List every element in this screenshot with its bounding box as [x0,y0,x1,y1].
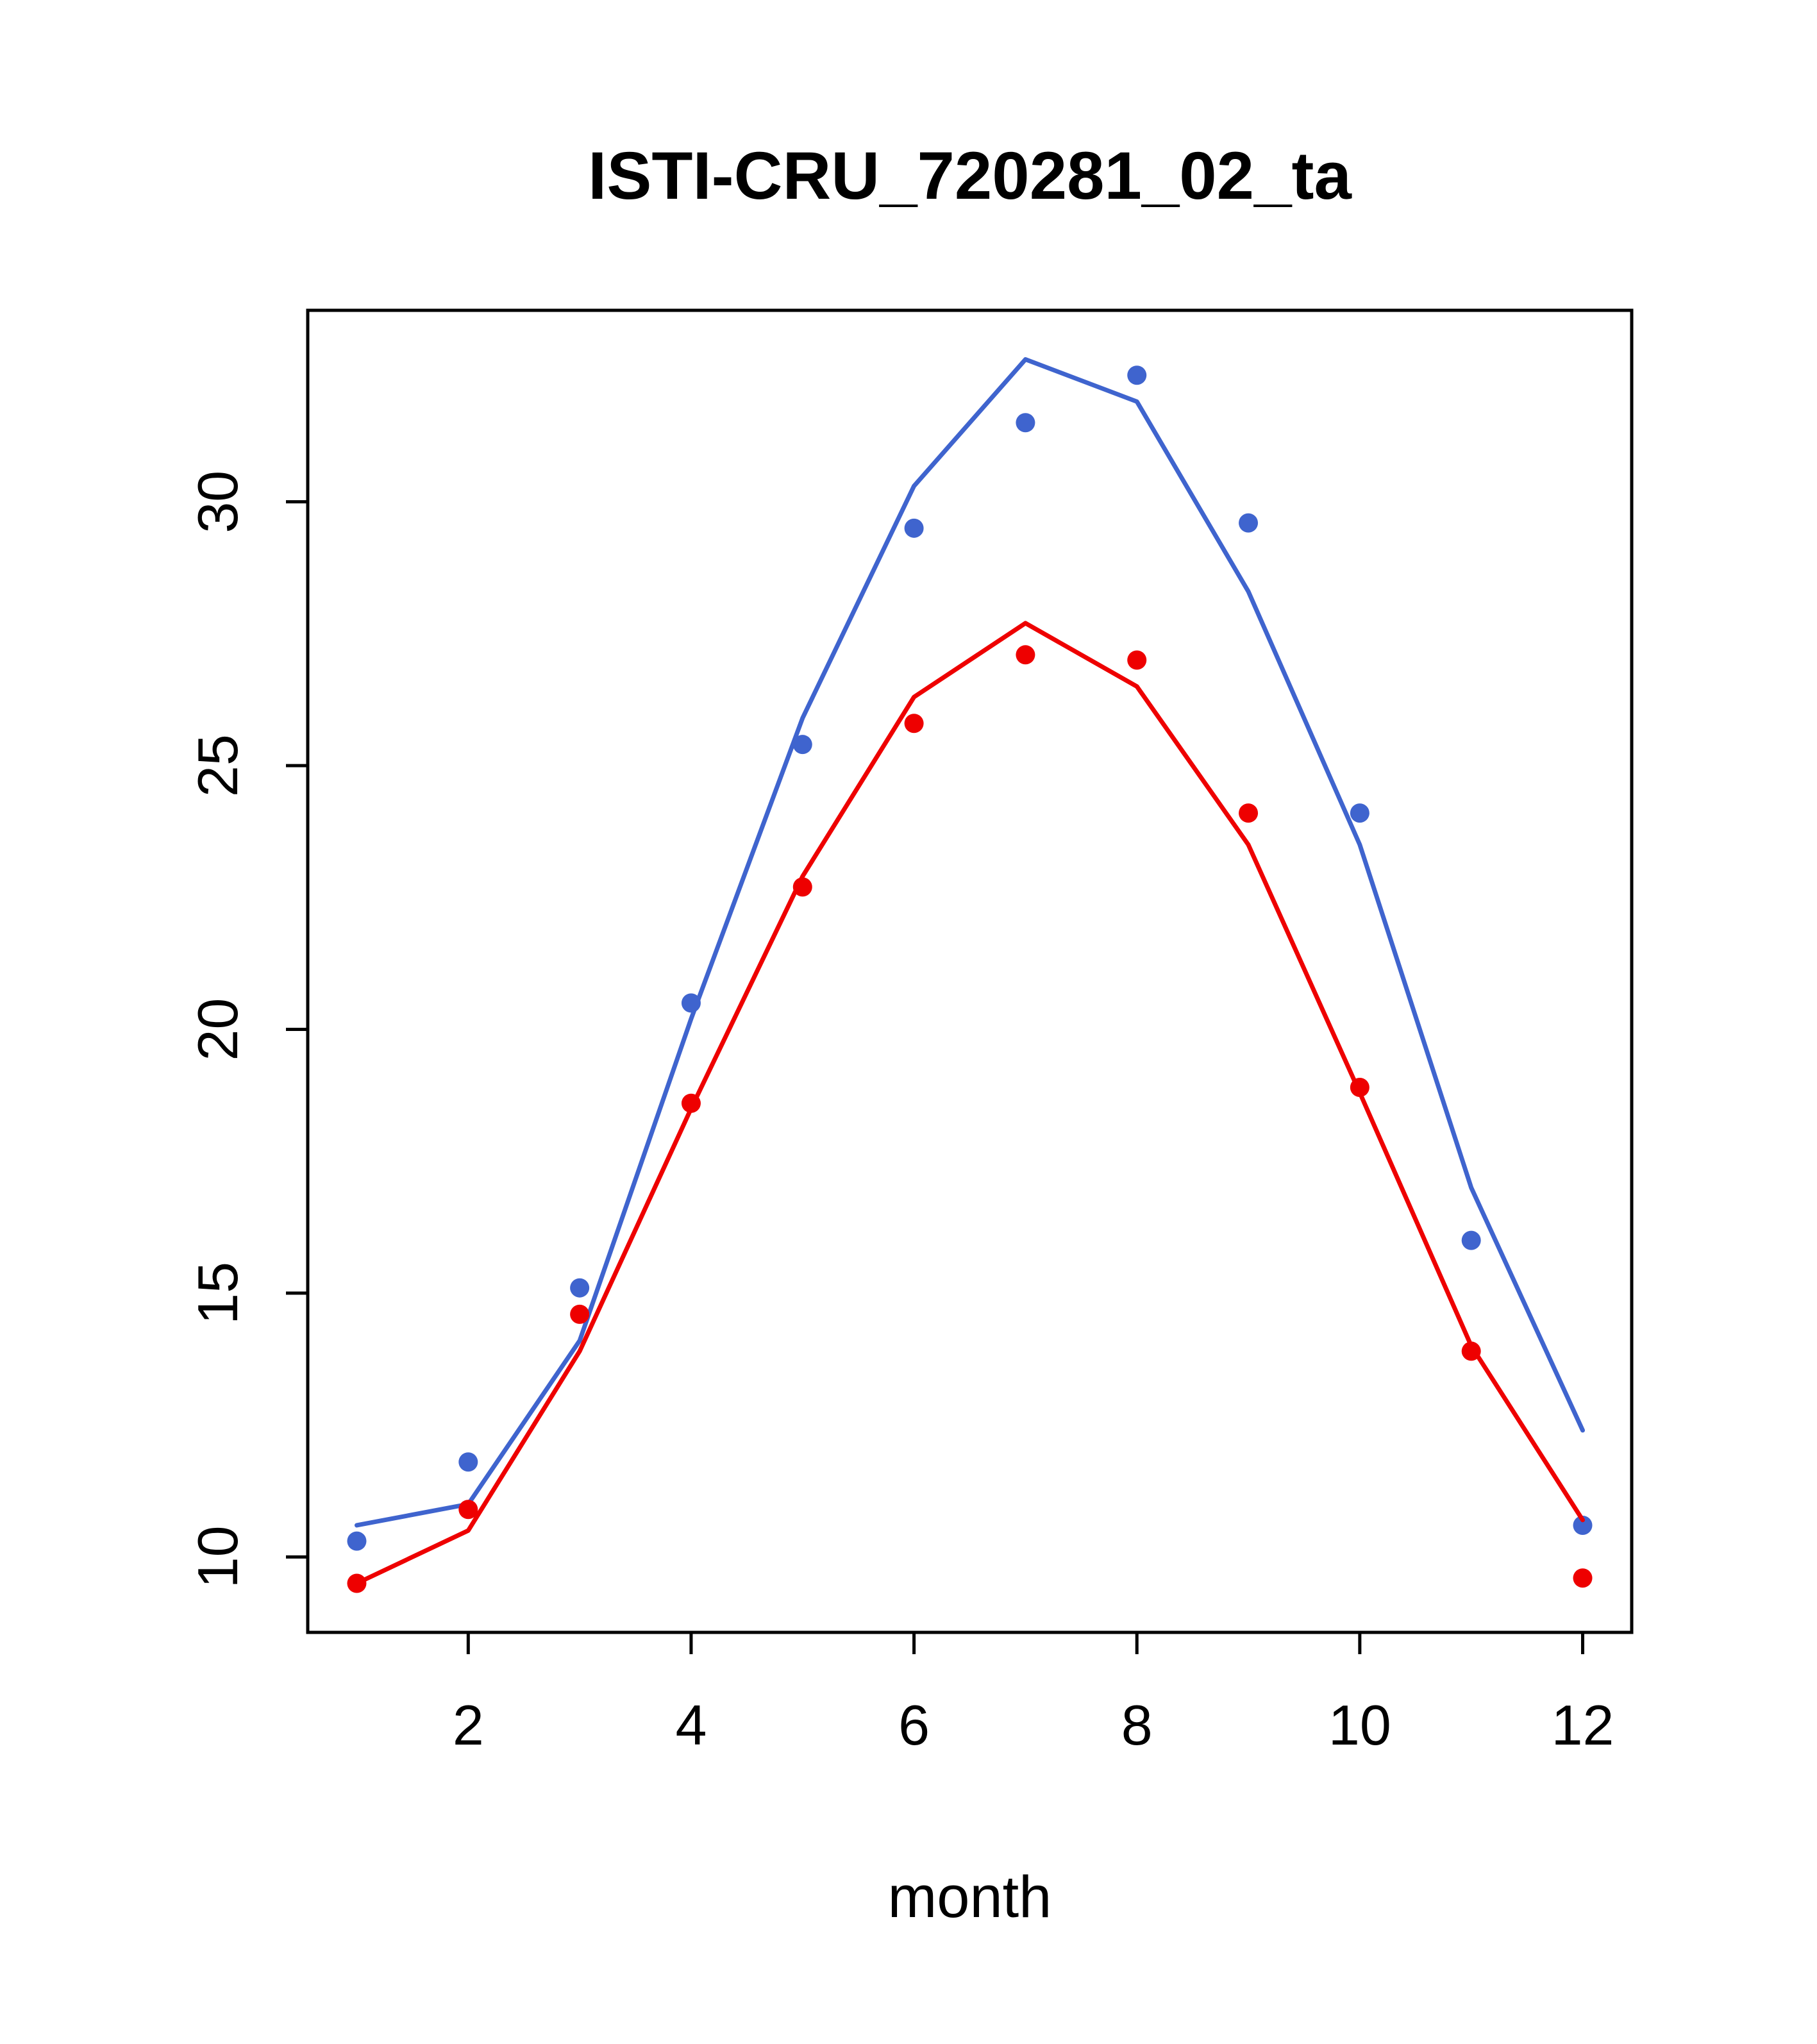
data-point-blue-points [1016,413,1035,433]
data-point-red-points [1239,803,1259,823]
x-tick-label: 10 [1328,1693,1391,1757]
data-point-blue-points [458,1452,478,1472]
data-point-blue-points [570,1278,590,1298]
x-tick-label: 4 [675,1693,707,1757]
data-point-blue-points [1350,803,1369,823]
data-point-red-points [904,714,924,733]
data-point-red-points [1573,1568,1593,1588]
series-blue-points [347,365,1593,1551]
y-tick-label: 30 [186,471,249,533]
data-point-red-points [347,1573,367,1593]
series-red-line [354,621,1586,1586]
y-tick-label: 10 [186,1525,249,1588]
chart-title: ISTI-CRU_720281_02_ta [588,138,1352,214]
x-tick-label: 6 [898,1693,930,1757]
data-point-blue-points [1461,1230,1481,1250]
x-tick-label: 8 [1121,1693,1153,1757]
data-point-red-points [458,1500,478,1520]
data-point-blue-points [1573,1515,1593,1535]
x-tick-label: 12 [1552,1693,1614,1757]
x-axis-label: month [888,1864,1052,1930]
data-point-red-points [1461,1341,1481,1361]
y-tick-label: 20 [186,998,249,1061]
data-point-red-points [681,1093,701,1113]
data-point-blue-points [904,518,924,538]
x-tick-label: 2 [453,1693,484,1757]
data-point-blue-points [1127,365,1147,385]
y-tick-label: 25 [186,734,249,797]
plot-box [306,308,1634,1634]
series-red-points [347,645,1593,1593]
data-point-blue-points [347,1531,367,1551]
data-point-red-points [1016,645,1035,665]
data-point-red-points [792,877,812,897]
data-point-red-points [1127,650,1147,670]
data-point-red-points [1350,1078,1369,1098]
data-point-blue-points [792,735,812,755]
data-point-blue-points [681,993,701,1013]
y-tick-label: 15 [186,1262,249,1325]
data-point-red-points [570,1304,590,1324]
series-blue-line [354,357,1586,1528]
data-point-blue-points [1239,513,1259,533]
